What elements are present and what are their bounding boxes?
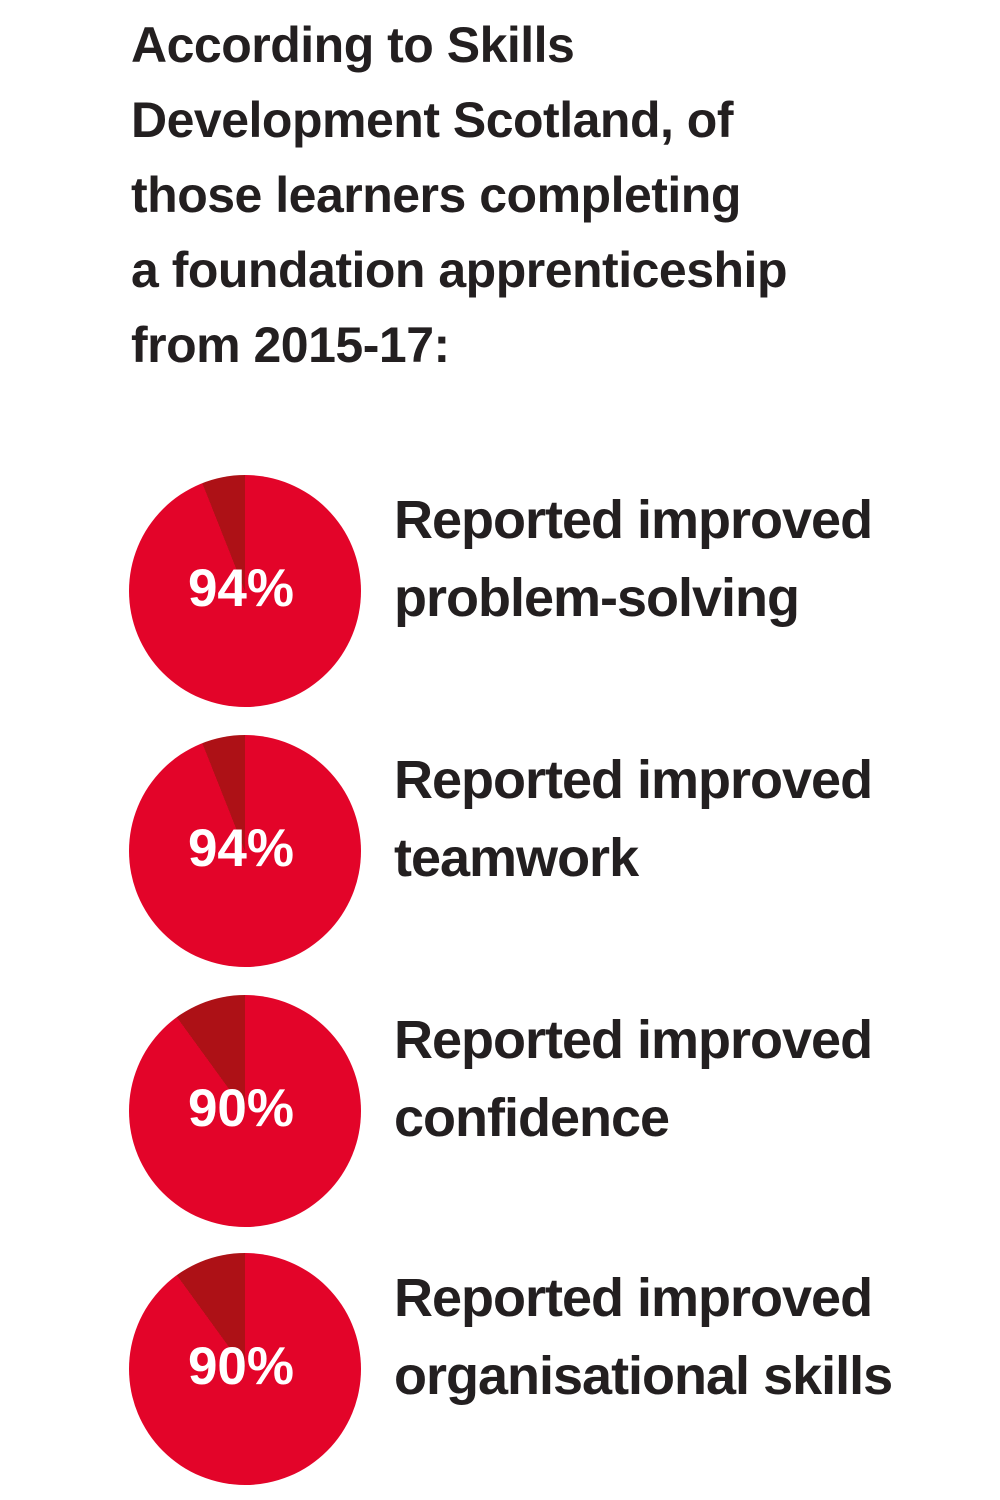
pie-caption-organisational-skills: Reported improved organisational skills — [394, 1259, 893, 1415]
page-title-line: According to Skills — [131, 17, 575, 73]
stat-row-confidence: 90% Reported improved confidence — [0, 995, 1000, 1227]
page-title-line: those learners completing — [131, 167, 741, 223]
pie-caption-line: Reported improved — [394, 1010, 873, 1070]
pie-caption-line: Reported improved — [394, 1268, 873, 1328]
pie-percent-label: 94% — [187, 558, 295, 618]
page-title-line: from 2015-17: — [131, 317, 450, 373]
pie-chart-teamwork: 94% — [129, 735, 361, 967]
pie-caption-line: organisational skills — [394, 1346, 893, 1406]
stat-row-problem-solving: 94% Reported improved problem-solving — [0, 475, 1000, 707]
stat-row-teamwork: 94% Reported improved teamwork — [0, 735, 1000, 967]
pie-caption-teamwork: Reported improved teamwork — [394, 741, 873, 897]
stat-row-organisational-skills: 90% Reported improved organisational ski… — [0, 1253, 1000, 1485]
pie-percent-label: 94% — [187, 818, 295, 878]
pie-caption-line: Reported improved — [394, 490, 873, 550]
pie-caption-line: problem-solving — [394, 568, 800, 628]
pie-caption-line: confidence — [394, 1088, 670, 1148]
pie-percent-label: 90% — [187, 1336, 295, 1396]
pie-chart-organisational-skills: 90% — [129, 1253, 361, 1485]
pie-caption-line: Reported improved — [394, 750, 873, 810]
pie-chart-problem-solving: 94% — [129, 475, 361, 707]
pie-caption-problem-solving: Reported improved problem-solving — [394, 481, 873, 637]
pie-chart-confidence: 90% — [129, 995, 361, 1227]
page-title-line: a foundation apprenticeship — [131, 242, 787, 298]
pie-caption-line: teamwork — [394, 828, 639, 888]
pie-percent-label: 90% — [187, 1078, 295, 1138]
pie-caption-confidence: Reported improved confidence — [394, 1001, 873, 1157]
page-title: According to Skills Development Scotland… — [131, 8, 931, 383]
page-title-line: Development Scotland, of — [131, 92, 733, 148]
